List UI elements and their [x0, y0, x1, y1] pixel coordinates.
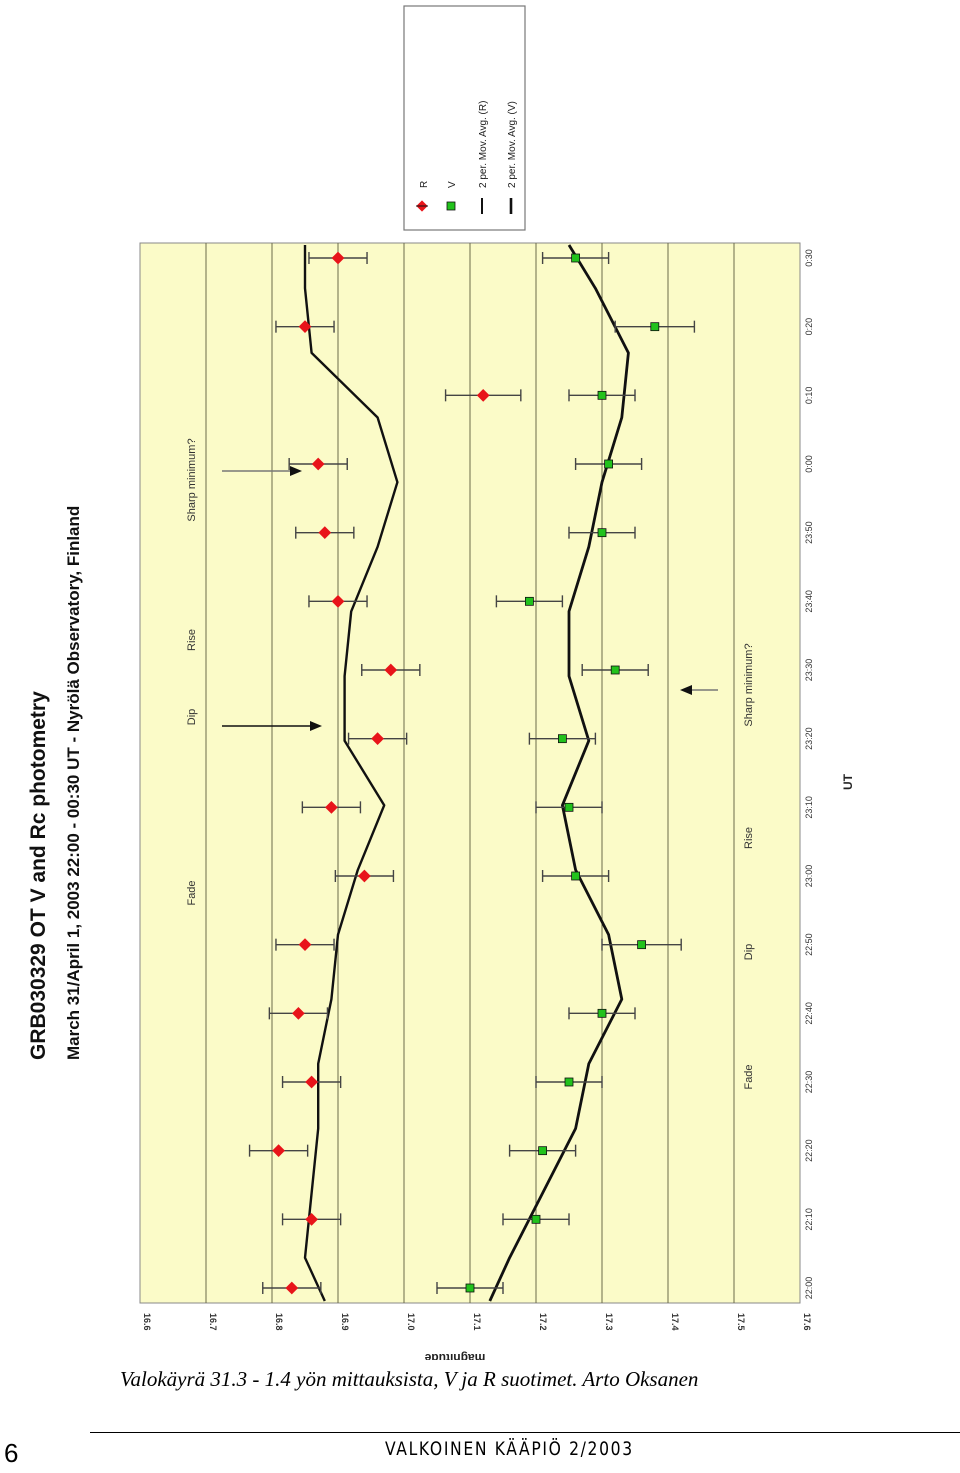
x-tick-label: 22:30 [804, 1071, 814, 1094]
moving-average-lines [303, 244, 630, 1302]
y-tick-label: 17.4 [670, 1313, 680, 1331]
data-point-v [558, 734, 567, 744]
legend-avg-v-label: 2 per. Mov. Avg. (V) [507, 101, 518, 188]
legend: R V 2 per. Mov. Avg. (R) 2 per. Mov. Avg… [403, 5, 526, 231]
y-tick-label: 16.8 [274, 1313, 284, 1331]
data-point-v [650, 322, 660, 332]
legend-entry-r: R [416, 181, 430, 212]
legend-entry-v: V [446, 181, 458, 211]
magazine-name: VALKOINEN KÄÄPIÖ 2/2003 [385, 1438, 634, 1460]
data-point-v [610, 665, 620, 675]
legend-entry-avg-v: 2 per. Mov. Avg. (V) [507, 101, 518, 214]
x-tick-label: 23:10 [804, 796, 814, 819]
data-point-r [331, 251, 345, 265]
x-axis-ticks: 22:00 22:10 22:20 22:30 22:40 22:50 23:00 23:10… [804, 249, 814, 1299]
phase-label-v: Sharp minimum? [743, 643, 755, 726]
y-tick-label: 17.5 [736, 1313, 746, 1331]
data-point-v [604, 459, 613, 469]
page-number: 6 [4, 1438, 19, 1468]
x-tick-label: 22:50 [804, 933, 814, 956]
y-axis-label: magnitude [424, 1351, 485, 1360]
chart-subtitle: March 31/April 1, 2003 22:00 - 00:30 UT … [64, 506, 83, 1060]
y-tick-label: 16.7 [208, 1313, 218, 1331]
x-tick-label: 22:40 [804, 1002, 814, 1025]
data-point-v [538, 1146, 547, 1156]
sharp-min-arrow-head-v [680, 685, 692, 695]
legend-v-label: V [447, 181, 458, 188]
phase-label-v: Dip [743, 944, 755, 961]
data-point-v [571, 253, 580, 263]
phase-markers: Fade Dip Rise Sharp minimum? Fade Dip Rise Shar… [186, 438, 755, 1089]
x-tick-label: 23:00 [804, 865, 814, 888]
phase-label-r: Rise [186, 629, 198, 651]
legend-v-marker [446, 201, 456, 211]
data-point-v [525, 596, 534, 606]
y-tick-label: 17.0 [406, 1313, 416, 1331]
phase-label-r: Dip [186, 709, 198, 726]
data-point-v [564, 1077, 574, 1087]
y-tick-label: 17.3 [604, 1313, 614, 1331]
phase-label-r: Sharp minimum? [186, 438, 198, 521]
dip-arrow-head [310, 721, 322, 731]
x-tick-label: 23:20 [804, 727, 814, 750]
data-point-r [298, 320, 312, 334]
x-tick-label: 0:20 [804, 318, 814, 336]
series-v [436, 252, 696, 1294]
x-tick-label: 22:10 [804, 1208, 814, 1231]
footer-rule [90, 1432, 960, 1433]
data-point-v [597, 390, 607, 400]
y-axis-ticks: 16.6 16.7 16.8 16.9 17.0 17.1 17.2 17.3 17.4 17.5… [142, 1313, 812, 1331]
figure-caption: Valokäyrä 31.3 - 1.4 yön mittauksista, V… [120, 1367, 699, 1391]
data-point-v [531, 1214, 541, 1224]
sharp-min-arrow-head-r [290, 466, 302, 476]
y-tick-label: 16.9 [340, 1313, 350, 1331]
legend-entry-avg-r: 2 per. Mov. Avg. (R) [478, 101, 489, 214]
x-tick-label: 23:50 [804, 521, 814, 544]
grid-lines [205, 243, 735, 1303]
data-point-v [637, 940, 646, 950]
data-point-r [476, 388, 490, 402]
x-axis-label: UT [841, 773, 855, 790]
legend-box [403, 5, 526, 231]
x-tick-label: 0:10 [804, 387, 814, 405]
phase-label-v: Fade [743, 1064, 755, 1089]
legend-avg-r-label: 2 per. Mov. Avg. (R) [478, 101, 489, 188]
light-curve-chart: 16.6 16.7 16.8 16.9 17.0 17.1 17.2 17.3 17.4 17.5… [27, 5, 855, 1360]
x-tick-label: 0:30 [804, 249, 814, 267]
data-point-v [597, 528, 607, 538]
phase-label-r: Fade [186, 880, 198, 905]
y-tick-label: 16.6 [142, 1313, 152, 1331]
moving-average-v [488, 244, 630, 1302]
data-point-v [465, 1283, 475, 1293]
data-point-v [597, 1008, 607, 1018]
y-tick-label: 17.6 [802, 1313, 812, 1331]
x-tick-label: 23:30 [804, 659, 814, 682]
data-point-v [571, 871, 580, 881]
x-tick-label: 0:00 [804, 455, 814, 473]
moving-average-r [303, 245, 399, 1302]
phase-label-v: Rise [743, 827, 755, 849]
y-tick-label: 17.2 [538, 1313, 548, 1331]
chart-title: GRB030329 OT V and Rc photometry [27, 691, 50, 1060]
series-r [248, 251, 522, 1295]
x-tick-label: 22:00 [804, 1277, 814, 1300]
x-tick-label: 22:20 [804, 1139, 814, 1162]
x-tick-label: 23:40 [804, 590, 814, 613]
legend-r-label: R [419, 181, 430, 188]
y-tick-label: 17.1 [472, 1313, 482, 1331]
data-point-v [564, 802, 574, 812]
data-point-r [311, 457, 325, 471]
